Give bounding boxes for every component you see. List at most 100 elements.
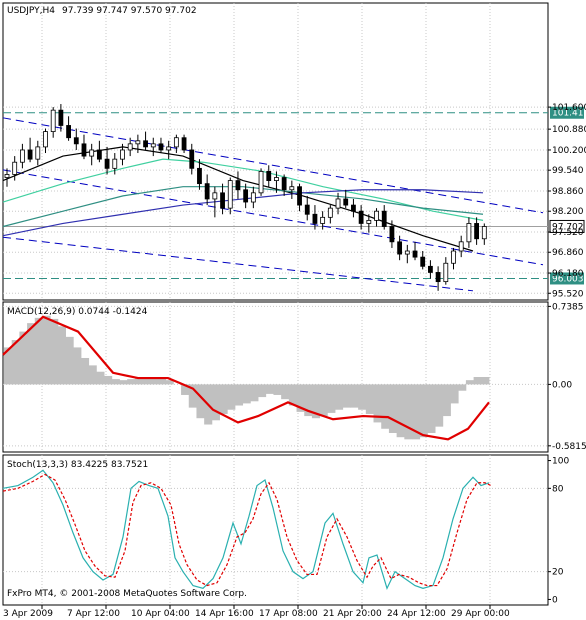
- macd-histogram-bar: [42, 315, 51, 385]
- macd-histogram-bar: [4, 347, 13, 385]
- current-price-box: [549, 219, 585, 233]
- candle-body: [220, 192, 225, 209]
- candle-body: [12, 161, 18, 175]
- macd-signal-line: [2, 315, 490, 441]
- y-tick-label: 97.520: [552, 228, 584, 238]
- macd-histogram: [4, 315, 490, 440]
- macd-panel-frame: [2, 301, 549, 453]
- macd-panel[interactable]: 0.7385 0.00 -0.5815 MACD(12,26,9) 0.0744 -…: [2, 301, 586, 453]
- candle-body: [297, 186, 302, 206]
- y-tick-label: 98.860: [552, 187, 584, 197]
- x-tick-label: 10 Apr 04:00: [131, 609, 190, 619]
- channel-line: [2, 169, 544, 266]
- candle-body: [89, 149, 95, 157]
- macd-histogram-bar: [57, 326, 66, 385]
- macd-histogram-bar: [188, 384, 197, 408]
- candle-body: [381, 210, 387, 227]
- candle-body: [212, 192, 218, 200]
- candle-body: [158, 143, 164, 151]
- macd-histogram-bar: [404, 384, 413, 440]
- macd-histogram-bar: [134, 378, 143, 385]
- macd-histogram-bar: [304, 384, 313, 417]
- macd-histogram-bar: [19, 331, 28, 385]
- macd-histogram-bar: [88, 365, 97, 385]
- stoch-lines: [2, 469, 492, 590]
- y-tick-label: 100.880: [552, 125, 586, 135]
- stoch-panel-frame: [2, 454, 549, 606]
- macd-histogram-bar: [396, 384, 405, 438]
- macd-histogram-bar: [388, 384, 398, 433]
- macd-histogram-bar: [381, 384, 390, 429]
- price-channel-lines: [2, 117, 544, 292]
- candle-body: [458, 241, 464, 252]
- candle-body: [289, 186, 295, 191]
- watermark-text: FxPro MT4, © 2001-2008 MetaQuotes Softwa…: [7, 589, 247, 599]
- price-header-symbol: USDJPY,H4: [7, 6, 55, 16]
- x-tick-label: 29 Apr 00:00: [451, 609, 510, 619]
- y-tick-label: 98.200: [552, 207, 584, 217]
- x-tick-label: 21 Apr 20:00: [323, 609, 382, 619]
- macd-histogram-bar: [365, 384, 374, 414]
- x-tick-label: 3 Apr 2009: [3, 609, 53, 619]
- macd-histogram-bar: [157, 378, 167, 385]
- macd-histogram-bar: [373, 384, 382, 423]
- macd-histogram-bar: [142, 377, 151, 385]
- candle-body: [81, 143, 87, 157]
- macd-histogram-bar: [265, 384, 274, 394]
- current-price-label: 97.702: [552, 222, 584, 232]
- macd-histogram-bar: [311, 384, 321, 419]
- stoch-panel[interactable]: 100 80 20 0 Stoch(13,3,3) 83.4225 83.7521 F…: [2, 454, 569, 606]
- macd-histogram-bar: [111, 379, 120, 385]
- candle-body: [420, 256, 426, 267]
- candle-body: [451, 250, 456, 264]
- moving-average-line: [2, 189, 484, 237]
- y-tick-label: 100.200: [552, 146, 586, 156]
- candle-body: [58, 109, 64, 126]
- y-tick-label: 80: [552, 484, 564, 494]
- macd-histogram-bar: [96, 371, 105, 385]
- candle-body: [235, 180, 241, 191]
- candle-body: [104, 158, 110, 169]
- channel-line: [2, 236, 474, 292]
- macd-histogram-bar: [165, 380, 174, 385]
- candle-body: [166, 146, 172, 151]
- macd-histogram-bar: [50, 318, 59, 385]
- candle-body: [173, 137, 179, 148]
- candle-body: [258, 171, 264, 194]
- candle-body: [435, 272, 441, 283]
- candle-body: [466, 223, 472, 243]
- y-tick-label: 0: [552, 595, 558, 605]
- y-tick-label: 96.180: [552, 269, 584, 279]
- candle-body: [404, 250, 410, 255]
- macd-histogram-bar: [227, 384, 236, 410]
- macd-histogram-bar: [288, 384, 297, 406]
- macd-histogram-bar: [435, 384, 444, 427]
- macd-histogram-bar: [211, 384, 220, 421]
- macd-histogram-bar: [296, 384, 305, 412]
- price-panel[interactable]: 101.416 96.003 97.702 101.600 100.880 100.20…: [2, 2, 586, 301]
- macd-histogram-bar: [358, 384, 367, 410]
- macd-histogram-bar: [335, 384, 344, 410]
- macd-histogram-bar: [465, 380, 475, 385]
- candle-body: [474, 223, 480, 240]
- y-tick-label: 20: [552, 568, 564, 578]
- candle-body: [250, 192, 256, 203]
- candle-body: [127, 143, 133, 151]
- macd-histogram-bar: [196, 384, 205, 419]
- macd-histogram-bar: [327, 384, 336, 413]
- candle-body: [43, 131, 48, 148]
- y-tick-label: -0.5815: [552, 442, 586, 452]
- macd-histogram-bar: [442, 384, 451, 417]
- candle-body: [274, 177, 279, 181]
- macd-histogram-bar: [250, 384, 259, 402]
- candle-body: [181, 137, 187, 151]
- macd-histogram-bar: [319, 384, 328, 417]
- macd-histogram-bar: [27, 323, 36, 385]
- candle-body: [73, 137, 79, 145]
- macd-histogram-bar: [342, 384, 351, 408]
- candle-body: [150, 143, 156, 148]
- candle-body: [304, 204, 310, 215]
- macd-histogram-bar: [119, 380, 128, 385]
